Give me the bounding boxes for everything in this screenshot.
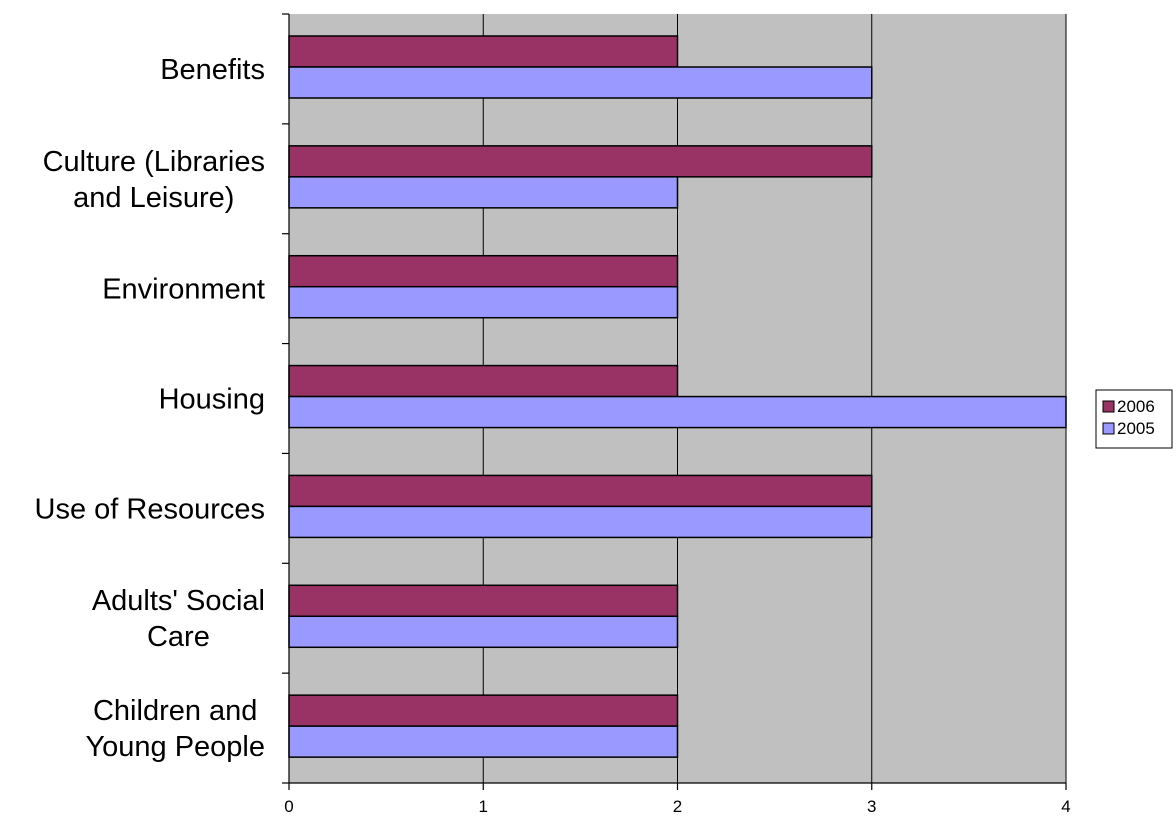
category-label: Children and Young People: [85, 695, 265, 763]
x-tick-label: 0: [284, 797, 293, 816]
category-label: Benefits: [160, 54, 265, 86]
bar-2006-5: [288, 584, 679, 618]
bar-2006-4: [288, 474, 873, 508]
axes: [282, 13, 1067, 790]
bar-2005-2: [288, 285, 679, 319]
x-tick-labels: 0 1 2 3 4: [284, 797, 1070, 816]
bar-2006-3: [288, 364, 679, 398]
legend-box: [1095, 389, 1173, 449]
bar-2005-1: [288, 176, 679, 209]
x-tick-label: 1: [479, 797, 488, 816]
bar-2006-1: [288, 145, 873, 178]
x-tick-label: 3: [867, 797, 876, 816]
category-label: Use of Resources: [35, 493, 266, 525]
bar-2005-3: [288, 395, 1067, 429]
bar-2006-0: [288, 35, 679, 68]
bar-2006-6: [288, 694, 679, 727]
x-tick-label: 4: [1061, 797, 1070, 816]
bar-2005-6: [288, 725, 679, 758]
category-label: Housing: [159, 384, 265, 416]
category-label: Culture (Libraries and Leisure): [43, 146, 265, 214]
legend: 2006 2005: [1095, 389, 1173, 449]
legend-label-2006: 2006: [1117, 397, 1155, 416]
bar-2006-2: [288, 254, 679, 288]
bar-2005-4: [288, 505, 873, 539]
legend-label-2005: 2005: [1117, 419, 1155, 438]
bar-2005-0: [288, 66, 873, 99]
category-label: Environment: [102, 274, 265, 306]
bars: [288, 35, 1067, 758]
legend-swatch-2005: [1102, 422, 1115, 435]
bar-2005-5: [288, 615, 679, 649]
category-labels: Benefits Culture (Libraries and Leisure) En…: [35, 54, 266, 763]
x-tick-label: 2: [673, 797, 682, 816]
category-label: Adults' Social Care: [92, 585, 265, 653]
legend-swatch-2006: [1102, 400, 1115, 413]
